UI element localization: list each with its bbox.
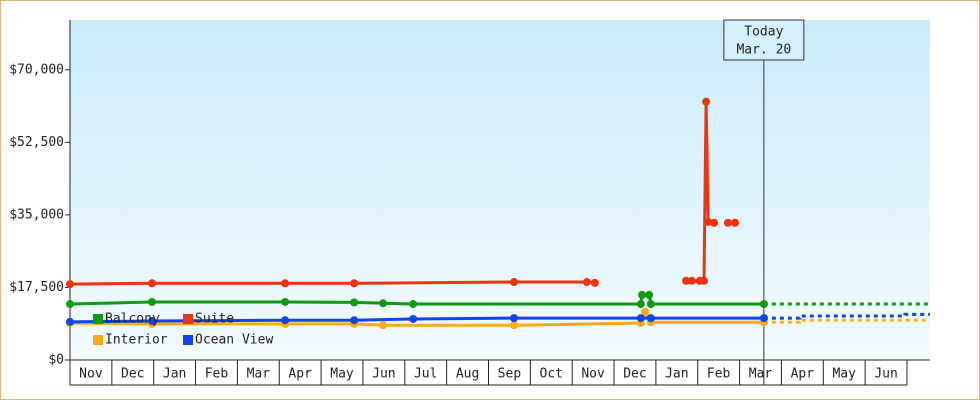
data-point — [66, 300, 74, 309]
chart-layer: $0 $17,500 $35,000 $52,500 $70,000 Nov Dec Jan F… — [9, 19, 930, 386]
x-tick-label: Jan — [665, 367, 688, 382]
plot-area — [70, 20, 930, 360]
x-tick-label: Mar — [749, 367, 773, 382]
data-point — [730, 218, 739, 227]
x-tick-label: Aug — [456, 367, 479, 382]
data-point — [510, 314, 519, 323]
x-tick-label: Apr — [288, 367, 312, 382]
x-tick-label: Jan — [163, 367, 186, 382]
forecast-line — [763, 318, 930, 324]
data-point — [409, 314, 418, 323]
data-point — [687, 276, 696, 285]
data-point — [646, 300, 655, 309]
y-tick-label: $52,500 — [9, 135, 64, 150]
data-point — [510, 278, 519, 287]
x-tick-label: Dec — [623, 367, 646, 382]
x-tick-label: Jun — [874, 367, 897, 382]
data-point — [148, 279, 157, 288]
data-point — [281, 279, 290, 288]
y-tick-label: $17,500 — [9, 280, 64, 295]
data-point — [704, 217, 713, 226]
y-tick-label: $0 — [48, 353, 64, 368]
legend-label: Suite — [195, 312, 234, 327]
today-date: Mar. 20 — [736, 43, 791, 58]
x-tick-label: Feb — [707, 367, 731, 382]
legend-label: Interior — [105, 333, 168, 348]
x-tick-label: May — [330, 367, 354, 382]
data-point — [641, 307, 650, 316]
y-tick-label: $35,000 — [9, 207, 64, 222]
y-tick-label: $70,000 — [9, 62, 64, 77]
data-point — [636, 314, 645, 323]
data-point — [636, 300, 645, 309]
today-box — [723, 19, 805, 61]
data-point — [700, 276, 709, 285]
data-point — [682, 276, 691, 285]
x-tick-label: Feb — [205, 367, 229, 382]
data-point — [66, 280, 74, 289]
legend-label: Balcony — [105, 312, 160, 327]
data-point — [645, 290, 654, 299]
x-tick-label: Dec — [121, 367, 144, 382]
data-point — [638, 290, 647, 299]
x-tick-label: Nov — [581, 367, 605, 382]
data-point — [350, 279, 359, 288]
forecast-line — [763, 312, 930, 320]
data-point — [281, 316, 290, 325]
data-point — [590, 278, 599, 287]
x-tick-label: Apr — [791, 367, 815, 382]
today-label: Today — [744, 25, 783, 40]
x-tick-label: Jun — [372, 367, 395, 382]
data-point — [582, 278, 591, 287]
data-point — [148, 317, 157, 326]
x-tick-label: Nov — [79, 367, 103, 382]
x-tick-label: Jul — [414, 367, 437, 382]
legend-label: Ocean View — [195, 333, 273, 348]
data-point — [759, 314, 768, 323]
legend-swatch — [93, 314, 103, 324]
data-point — [510, 321, 519, 330]
legend-swatch — [93, 335, 103, 345]
data-point — [148, 297, 157, 306]
data-point — [281, 297, 290, 306]
data-point — [646, 314, 655, 323]
data-point — [350, 316, 359, 325]
legend-swatch — [183, 314, 193, 324]
data-point — [379, 321, 388, 330]
data-point — [409, 300, 418, 309]
data-point — [66, 317, 74, 326]
data-point — [759, 300, 768, 309]
data-point — [710, 218, 719, 227]
x-tick-label: Mar — [247, 367, 271, 382]
x-tick-label: May — [832, 367, 856, 382]
data-point — [379, 299, 388, 308]
data-point — [723, 218, 732, 227]
x-tick-label: Oct — [540, 367, 563, 382]
data-point — [350, 298, 359, 307]
data-point — [702, 97, 711, 106]
x-tick-label: Sep — [498, 367, 522, 382]
legend-swatch — [183, 335, 193, 345]
